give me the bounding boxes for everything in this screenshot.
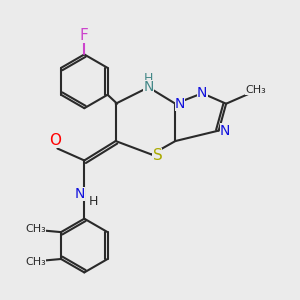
Text: O: O: [49, 133, 61, 148]
Text: N: N: [75, 187, 85, 201]
Text: N: N: [197, 86, 207, 100]
Text: N: N: [175, 97, 185, 111]
Text: CH₃: CH₃: [25, 257, 46, 267]
Text: F: F: [80, 28, 89, 43]
Text: CH₃: CH₃: [25, 224, 46, 234]
Text: H: H: [88, 195, 98, 208]
Text: H: H: [144, 72, 153, 86]
Text: CH₃: CH₃: [245, 85, 266, 95]
Text: N: N: [143, 80, 154, 94]
Text: N: N: [220, 124, 230, 138]
Text: S: S: [153, 148, 162, 164]
